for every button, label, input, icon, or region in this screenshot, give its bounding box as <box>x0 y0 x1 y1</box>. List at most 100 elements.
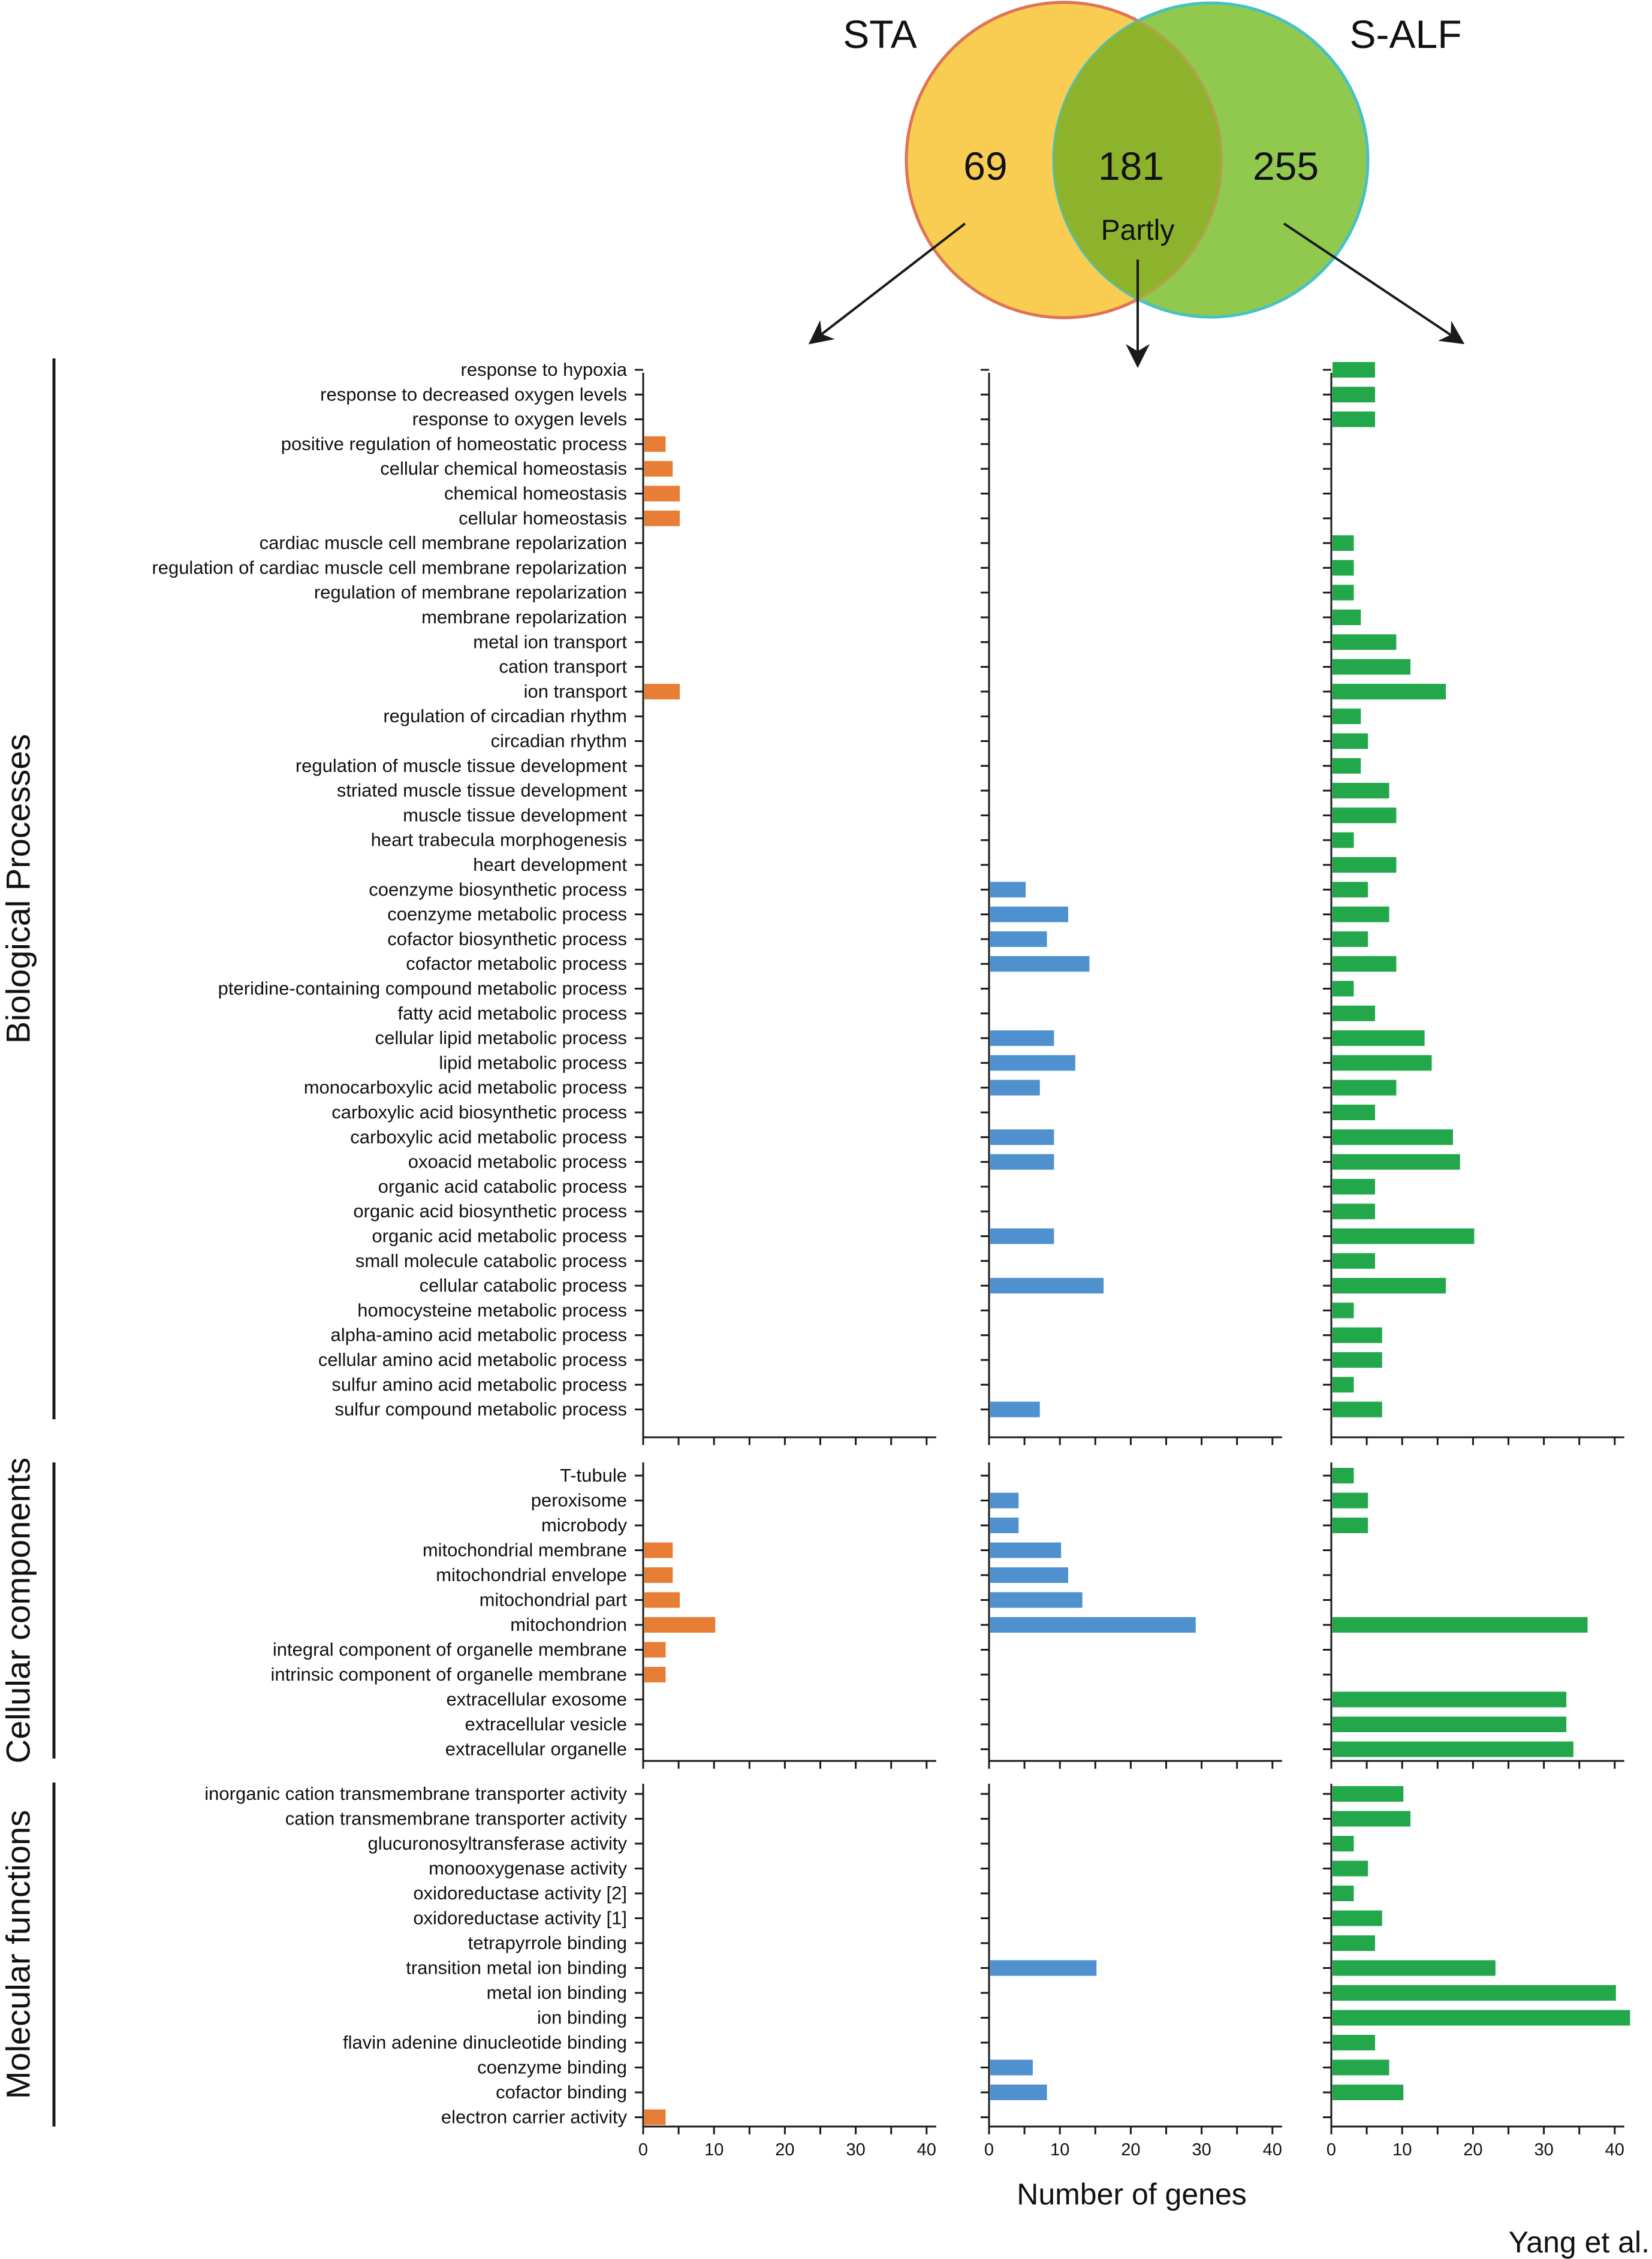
bar-s-alf-glucuronosyltransferase-activity <box>1333 1836 1354 1851</box>
x-tick-label: 40 <box>1605 2140 1624 2160</box>
credit-text: Yang et al. <box>1509 2225 1650 2259</box>
section-title-molecular-functions: Molecular functions <box>0 1810 37 2099</box>
category-label: membrane repolarization <box>421 607 627 628</box>
bar-partly-cofactor-binding <box>990 2085 1047 2100</box>
panel-sta-cellular-components <box>635 1462 936 1769</box>
category-label: organic acid catabolic process <box>378 1176 627 1197</box>
category-label: response to decreased oxygen levels <box>320 384 627 405</box>
bar-sta-electron-carrier-activity <box>644 2109 666 2125</box>
venn-count-both: 181 <box>1098 144 1164 188</box>
bar-partly-carboxylic-acid-metabolic-process <box>990 1129 1054 1145</box>
category-label: monocarboxylic acid metabolic process <box>304 1077 627 1098</box>
category-label: regulation of cardiac muscle cell membra… <box>152 557 627 578</box>
category-label: cofactor biosynthetic process <box>387 928 627 949</box>
bar-s-alf-monocarboxylic-acid-metabolic-process <box>1333 1079 1397 1096</box>
x-tick-label: 10 <box>704 2140 723 2160</box>
bar-s-alf-ion-transport <box>1333 683 1446 699</box>
category-label: fatty acid metabolic process <box>397 1003 627 1024</box>
category-label: T-tubule <box>560 1465 627 1486</box>
panel-partly-cellular-components <box>981 1462 1282 1769</box>
category-label: inorganic cation transmembrane transport… <box>204 1783 627 1804</box>
bar-sta-mitochondrial-envelope <box>644 1567 673 1583</box>
category-label: cellular homeostasis <box>459 508 627 529</box>
bar-s-alf-carboxylic-acid-metabolic-process <box>1333 1129 1453 1145</box>
category-label: oxoacid metabolic process <box>408 1151 627 1172</box>
category-label: metal ion binding <box>487 1982 627 2003</box>
bar-s-alf-coenzyme-biosynthetic-process <box>1333 882 1368 898</box>
venn-count-salf-only: 255 <box>1253 144 1319 188</box>
bar-partly-monocarboxylic-acid-metabolic-process <box>990 1079 1040 1096</box>
bar-s-alf-oxidoreductase-activity-2 <box>1333 1886 1354 1901</box>
bar-s-alf-organic-acid-catabolic-process <box>1333 1178 1375 1195</box>
category-label: heart development <box>473 854 627 875</box>
category-label: coenzyme biosynthetic process <box>369 879 627 900</box>
section-titles: Biological Processes Cellular components M… <box>0 734 37 2100</box>
category-label: monooxygenase activity <box>429 1858 627 1879</box>
bar-sta-positive-regulation-of-homeostatic-process <box>644 436 666 452</box>
bar-s-alf-response-to-oxygen-levels <box>1333 411 1375 427</box>
bar-sta-mitochondrial-membrane <box>644 1542 673 1558</box>
category-label: microbody <box>541 1515 627 1536</box>
x-tick-label: 20 <box>1121 2140 1140 2160</box>
bar-s-alf-lipid-metabolic-process <box>1333 1055 1432 1071</box>
category-label: transition metal ion binding <box>406 1958 627 1978</box>
category-label: oxidoreductase activity [1] <box>413 1908 627 1929</box>
bar-sta-mitochondrion <box>644 1617 716 1633</box>
arrow-to-sta-panel <box>808 222 966 345</box>
bar-partly-coenzyme-metabolic-process <box>990 906 1069 922</box>
category-label: ion transport <box>524 681 628 702</box>
bar-s-alf-cofactor-metabolic-process <box>1333 956 1397 972</box>
category-label: mitochondrial membrane <box>423 1540 627 1561</box>
bar-s-alf-regulation-of-membrane-repolarization <box>1333 584 1354 601</box>
panel-sta-biological-processes <box>635 369 936 1445</box>
bar-partly-cofactor-biosynthetic-process <box>990 931 1047 947</box>
category-label: coenzyme binding <box>477 2057 627 2078</box>
category-label: regulation of muscle tissue development <box>296 755 628 776</box>
category-label: oxidoreductase activity [2] <box>413 1883 627 1904</box>
category-label: extracellular vesicle <box>465 1714 628 1735</box>
category-label: response to oxygen levels <box>412 409 627 430</box>
category-label: circadian rhythm <box>491 731 627 752</box>
bar-partly-sulfur-compound-metabolic-process <box>990 1401 1040 1417</box>
category-label: cofactor metabolic process <box>406 953 627 974</box>
bar-s-alf-small-molecule-catabolic-process <box>1333 1253 1375 1269</box>
bar-partly-coenzyme-biosynthetic-process <box>990 882 1026 898</box>
bar-s-alf-monooxygenase-activity <box>1333 1860 1368 1877</box>
bar-s-alf-muscle-tissue-development <box>1333 807 1397 824</box>
section-title-cellular-components: Cellular components <box>0 1458 37 1763</box>
bar-partly-transition-metal-ion-binding <box>990 1960 1097 1976</box>
x-tick-label: 30 <box>846 2140 865 2160</box>
bar-s-alf-heart-trabecula-morphogenesis <box>1333 832 1354 848</box>
category-label: flavin adenine dinucleotide binding <box>343 2032 627 2053</box>
bar-s-alf-metal-ion-transport <box>1333 634 1397 650</box>
x-tick-label: 40 <box>917 2140 936 2160</box>
x-tick-label: 10 <box>1050 2140 1069 2160</box>
category-label: cardiac muscle cell membrane repolarizat… <box>260 532 627 553</box>
category-label: tetrapyrrole binding <box>468 1932 627 1953</box>
bar-s-alf-response-to-hypoxia <box>1333 362 1375 378</box>
bar-s-alf-cellular-amino-acid-metabolic-process <box>1333 1352 1382 1368</box>
bar-partly-lipid-metabolic-process <box>990 1055 1075 1071</box>
category-label: positive regulation of homeostatic proce… <box>281 433 627 454</box>
bar-partly-oxoacid-metabolic-process <box>990 1154 1054 1170</box>
x-tick-label: 40 <box>1263 2140 1282 2160</box>
bar-s-alf-peroxisome <box>1333 1492 1368 1509</box>
venn-partly-label: Partly <box>1101 215 1175 246</box>
category-label: chemical homeostasis <box>444 483 627 504</box>
panel-s-alf-molecular-functions: 0 10 20 30 40 <box>1323 1784 1630 2160</box>
x-tick-label: 20 <box>775 2140 794 2160</box>
bar-s-alf-cardiac-muscle-cell-membrane-repolarization <box>1333 535 1354 551</box>
section-title-biological-processes: Biological Processes <box>0 734 37 1044</box>
bar-s-alf-sulfur-compound-metabolic-process <box>1333 1401 1382 1417</box>
category-label: mitochondrial envelope <box>436 1564 627 1585</box>
bar-partly-mitochondrial-membrane <box>990 1542 1062 1558</box>
bar-sta-ion-transport <box>644 683 680 699</box>
category-label: muscle tissue development <box>403 804 627 825</box>
category-label: integral component of organelle membrane <box>273 1639 627 1660</box>
category-label: small molecule catabolic process <box>355 1250 627 1271</box>
bar-s-alf-regulation-of-circadian-rhythm <box>1333 708 1361 725</box>
category-label: heart trabecula morphogenesis <box>371 830 627 850</box>
bar-s-alf-cellular-catabolic-process <box>1333 1278 1446 1294</box>
bar-s-alf-cofactor-binding <box>1333 2085 1404 2100</box>
venn-count-sta-only: 69 <box>963 144 1007 188</box>
